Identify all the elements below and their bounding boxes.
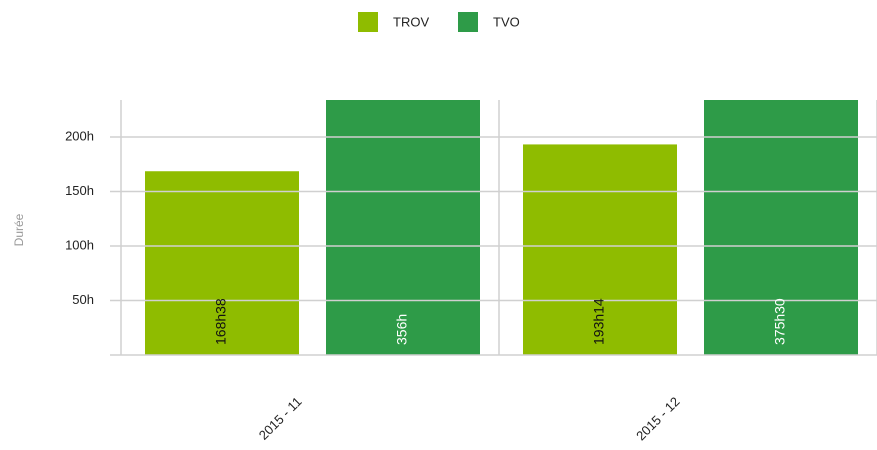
bar xyxy=(523,144,677,355)
x-tick-label: 2015 - 11 xyxy=(256,394,305,443)
legend-label: TROV xyxy=(393,14,429,29)
bar-value-label: 356h xyxy=(394,314,410,345)
legend-label: TVO xyxy=(493,14,520,29)
bar xyxy=(326,100,480,356)
legend-swatch xyxy=(458,12,478,32)
y-tick-label: 150h xyxy=(65,183,94,198)
bar xyxy=(704,100,858,356)
x-tick-label: 2015 - 12 xyxy=(633,394,682,443)
bar-value-label: 375h30 xyxy=(772,298,788,345)
y-tick-label: 100h xyxy=(65,237,94,252)
bar-value-label: 193h14 xyxy=(591,298,607,345)
y-tick-label: 50h xyxy=(72,292,94,307)
bar-value-label: 168h38 xyxy=(213,298,229,345)
bar xyxy=(145,171,299,355)
legend-swatch xyxy=(358,12,378,32)
plot-area xyxy=(145,100,858,356)
y-axis-title: Durée xyxy=(12,213,26,246)
y-tick-label: 200h xyxy=(65,128,94,143)
